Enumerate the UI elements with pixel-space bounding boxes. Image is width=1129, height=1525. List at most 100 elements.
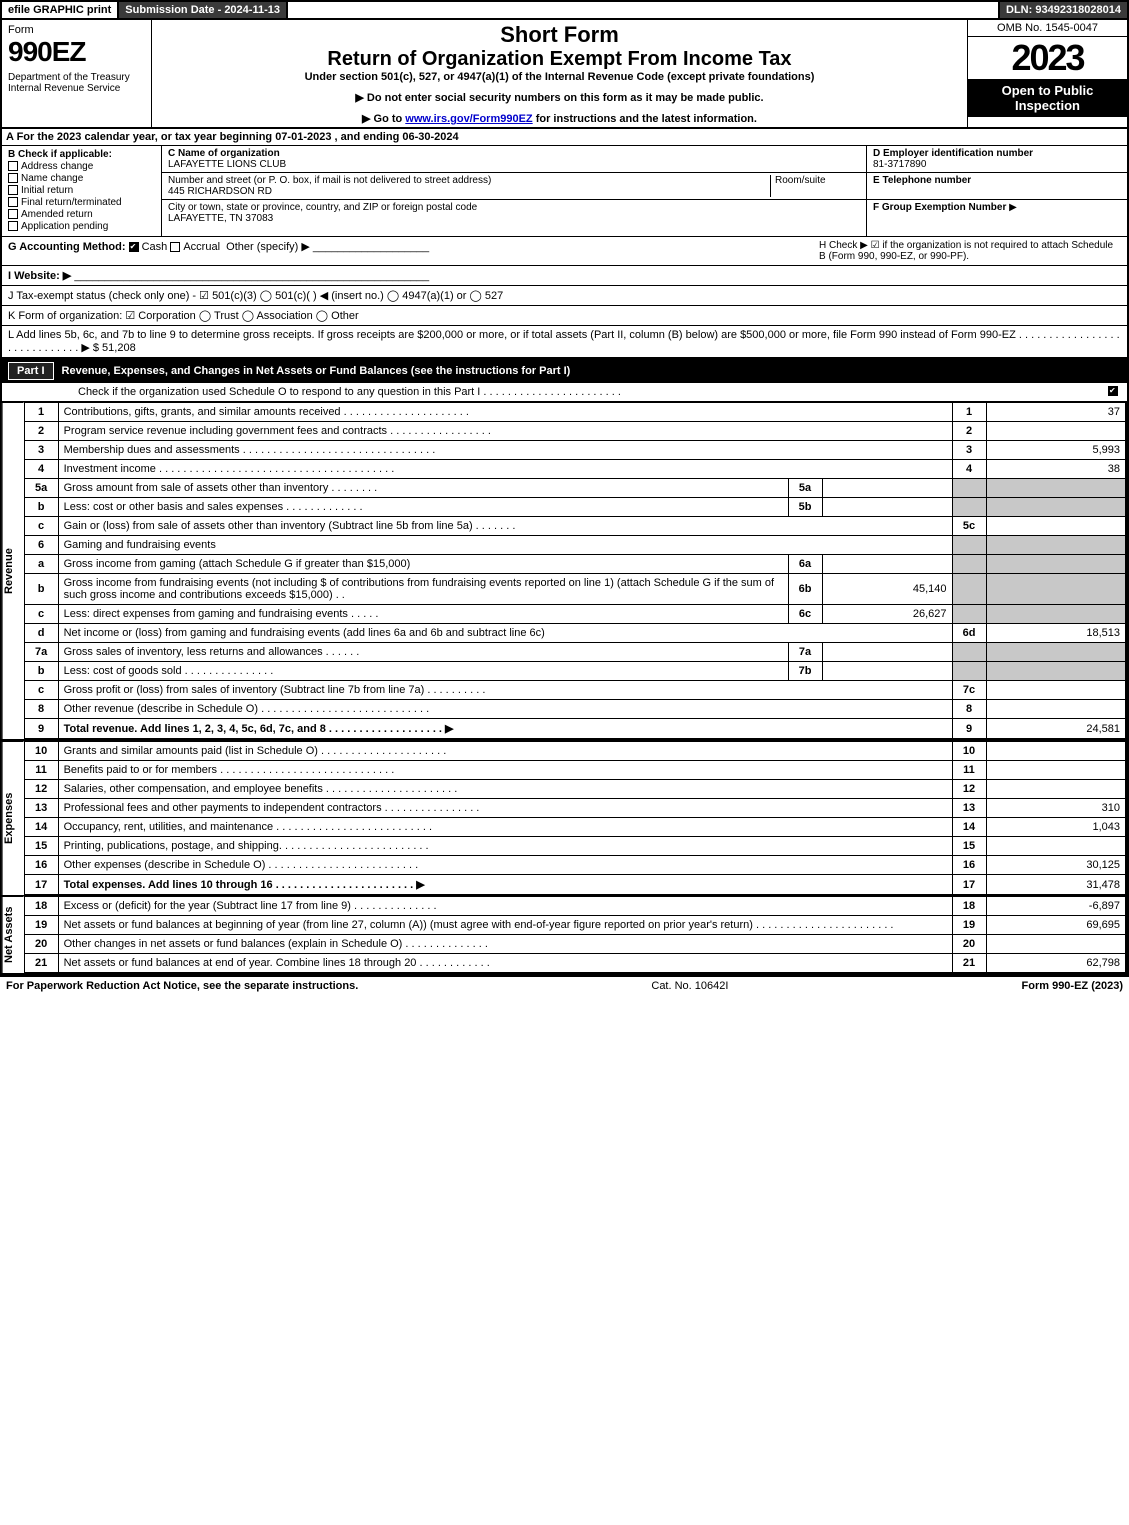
lc: 9	[952, 719, 986, 739]
ld: Total revenue. Add lines 1, 2, 3, 4, 5c,…	[58, 719, 952, 739]
org-name-value: LAFAYETTE LIONS CLUB	[168, 159, 286, 170]
lv	[986, 517, 1126, 536]
cb-cash[interactable]	[129, 242, 139, 252]
ln: b	[24, 498, 58, 517]
lv	[986, 681, 1126, 700]
cb-name-change[interactable]: Name change	[8, 173, 155, 184]
row-l: L Add lines 5b, 6c, and 7b to line 9 to …	[0, 326, 1129, 359]
irs-link[interactable]: www.irs.gov/Form990EZ	[405, 113, 532, 125]
ld: Benefits paid to or for members . . . . …	[58, 761, 952, 780]
ln: 4	[24, 460, 58, 479]
ln: 1	[24, 403, 58, 422]
sv	[822, 643, 952, 662]
col-def: D Employer identification number 81-3717…	[867, 146, 1127, 236]
street-label: Number and street (or P. O. box, if mail…	[168, 175, 491, 186]
g	[952, 479, 986, 498]
cb-address-change[interactable]: Address change	[8, 161, 155, 172]
sv	[822, 479, 952, 498]
cb-label: Initial return	[21, 185, 73, 196]
group-label: F Group Exemption Number	[873, 202, 1006, 213]
col-c-org: C Name of organization LAFAYETTE LIONS C…	[162, 146, 867, 236]
row-h: H Check ▶ ☑ if the organization is not r…	[811, 240, 1121, 262]
ln: 8	[24, 700, 58, 719]
ld: Gross amount from sale of assets other t…	[58, 479, 788, 498]
g	[952, 574, 986, 605]
part-i-sub-text: Check if the organization used Schedule …	[8, 386, 1108, 398]
row-g-h: G Accounting Method: Cash Accrual Other …	[0, 237, 1129, 266]
cb-initial-return[interactable]: Initial return	[8, 185, 155, 196]
netassets-block: Net Assets 18Excess or (deficit) for the…	[0, 895, 1129, 975]
lc: 3	[952, 441, 986, 460]
top-bar: efile GRAPHIC print Submission Date - 20…	[0, 0, 1129, 20]
group-cell: F Group Exemption Number ▶	[867, 200, 1127, 215]
gross-receipts: L Add lines 5b, 6c, and 7b to line 9 to …	[8, 329, 1121, 354]
revenue-vlabel: Revenue	[2, 402, 24, 739]
row-a-taxyear: A For the 2023 calendar year, or tax yea…	[0, 129, 1129, 146]
ln: 19	[24, 916, 58, 935]
efile-label: efile GRAPHIC print	[2, 2, 119, 18]
ssn-note-text: Do not enter social security numbers on …	[367, 92, 764, 104]
room-suite-label: Room/suite	[770, 175, 860, 197]
cb-final-return[interactable]: Final return/terminated	[8, 197, 155, 208]
row-j: J Tax-exempt status (check only one) - ☑…	[0, 286, 1129, 306]
lc: 11	[952, 761, 986, 780]
ln: a	[24, 555, 58, 574]
part-i-sub: Check if the organization used Schedule …	[0, 383, 1129, 402]
ld: Less: direct expenses from gaming and fu…	[58, 605, 788, 624]
sn: 6b	[788, 574, 822, 605]
open-to-public: Open to Public Inspection	[968, 79, 1127, 117]
cb-application-pending[interactable]: Application pending	[8, 221, 155, 232]
ln: 17	[24, 875, 58, 895]
ld: Less: cost of goods sold . . . . . . . .…	[58, 662, 788, 681]
form-of-org: K Form of organization: ☑ Corporation ◯ …	[8, 309, 1121, 322]
col-b-checkboxes: B Check if applicable: Address change Na…	[2, 146, 162, 236]
ld: Gross income from fundraising events (no…	[58, 574, 788, 605]
submission-date: Submission Date - 2024-11-13	[119, 2, 288, 18]
cb-schedule-o[interactable]	[1108, 386, 1118, 396]
lv: 62,798	[986, 954, 1126, 973]
lc: 19	[952, 916, 986, 935]
sn: 5b	[788, 498, 822, 517]
ld: Program service revenue including govern…	[58, 422, 952, 441]
ld: Net assets or fund balances at beginning…	[58, 916, 952, 935]
ln: 10	[24, 742, 58, 761]
sn: 7a	[788, 643, 822, 662]
footer-catno: Cat. No. 10642I	[358, 980, 1021, 992]
g	[986, 643, 1126, 662]
cash-label: Cash	[142, 241, 168, 253]
lc: 4	[952, 460, 986, 479]
cb-label: Application pending	[21, 221, 108, 232]
tax-exempt-status: J Tax-exempt status (check only one) - ☑…	[8, 289, 1121, 302]
cb-label: Amended return	[21, 209, 93, 220]
ln: 14	[24, 818, 58, 837]
g	[952, 498, 986, 517]
g	[986, 662, 1126, 681]
lv: 37	[986, 403, 1126, 422]
part-i-header: Part I Revenue, Expenses, and Changes in…	[0, 359, 1129, 383]
lc: 20	[952, 935, 986, 954]
cb-accrual[interactable]	[170, 242, 180, 252]
ln: 12	[24, 780, 58, 799]
ln: b	[24, 662, 58, 681]
footer-left: For Paperwork Reduction Act Notice, see …	[6, 980, 358, 992]
ln: 6	[24, 536, 58, 555]
goto-post: for instructions and the latest informat…	[533, 113, 757, 125]
lc: 10	[952, 742, 986, 761]
lc: 6d	[952, 624, 986, 643]
ein-label: D Employer identification number	[873, 148, 1033, 159]
lc: 1	[952, 403, 986, 422]
page-footer: For Paperwork Reduction Act Notice, see …	[0, 975, 1129, 995]
cb-amended-return[interactable]: Amended return	[8, 209, 155, 220]
row-i: I Website: ▶ ___________________________…	[0, 266, 1129, 286]
lc: 2	[952, 422, 986, 441]
ld: Gaming and fundraising events	[58, 536, 952, 555]
lc: 21	[952, 954, 986, 973]
accrual-label: Accrual	[183, 241, 220, 253]
ld: Gross sales of inventory, less returns a…	[58, 643, 788, 662]
lv: -6,897	[986, 897, 1126, 916]
tax-year: 2023	[968, 37, 1127, 79]
ld: Total expenses. Add lines 10 through 16 …	[58, 875, 952, 895]
ln: 2	[24, 422, 58, 441]
cb-label: Name change	[21, 173, 83, 184]
ld: Net assets or fund balances at end of ye…	[58, 954, 952, 973]
